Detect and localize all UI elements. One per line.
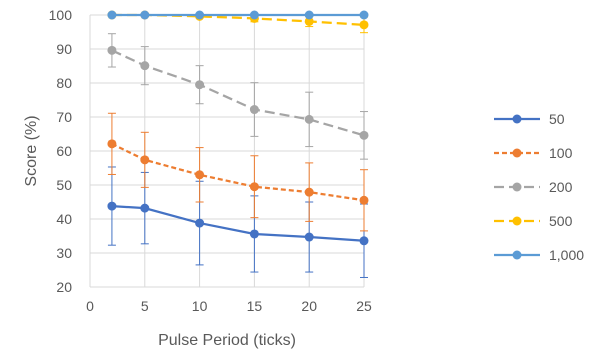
x-axis-ticks: 0 5 10 15 20 25 — [86, 298, 372, 314]
legend-marker — [512, 182, 522, 192]
data-point — [140, 10, 150, 20]
data-point — [249, 229, 259, 239]
data-point — [249, 10, 259, 20]
data-point — [249, 105, 259, 115]
data-point — [304, 232, 314, 242]
y-tick-label: 20 — [56, 279, 72, 295]
legend: 50 100 200 500 1,000 — [494, 111, 584, 263]
y-tick-label: 30 — [56, 245, 72, 261]
x-tick-label: 20 — [301, 298, 317, 314]
x-axis-title: Pulse Period (ticks) — [158, 332, 296, 349]
y-tick-label: 50 — [56, 177, 72, 193]
x-tick-label: 10 — [192, 298, 208, 314]
x-tick-label: 5 — [141, 298, 149, 314]
x-tick-label: 25 — [356, 298, 372, 314]
series-layer — [107, 10, 369, 278]
data-point — [140, 61, 150, 71]
data-point — [140, 155, 150, 165]
series-200 — [107, 33, 369, 160]
y-tick-label: 100 — [49, 7, 73, 23]
data-point — [359, 20, 369, 30]
data-point — [304, 10, 314, 20]
data-point — [304, 114, 314, 124]
x-tick-label: 15 — [247, 298, 263, 314]
legend-item: 200 — [494, 179, 573, 195]
data-point — [107, 45, 117, 55]
legend-marker — [512, 148, 522, 158]
data-point — [359, 10, 369, 20]
data-point — [304, 16, 314, 26]
legend-label: 100 — [549, 145, 573, 161]
legend-marker — [512, 250, 522, 260]
data-point — [359, 195, 369, 205]
legend-item: 1,000 — [494, 247, 584, 263]
data-point — [107, 139, 117, 149]
y-tick-label: 60 — [56, 143, 72, 159]
y-tick-label: 80 — [56, 75, 72, 91]
legend-label: 200 — [549, 179, 573, 195]
data-point — [195, 80, 205, 90]
data-point — [359, 236, 369, 246]
series-100 — [107, 112, 369, 232]
legend-marker — [512, 114, 522, 124]
y-axis-ticks: 20 30 40 50 60 70 80 90 100 — [49, 7, 73, 295]
data-point — [140, 203, 150, 213]
series-line — [111, 142, 365, 202]
y-tick-label: 90 — [56, 41, 72, 57]
data-point — [195, 170, 205, 180]
legend-marker — [512, 216, 522, 226]
legend-item: 50 — [494, 111, 565, 127]
y-axis-title: Score (%) — [23, 115, 40, 186]
data-point — [195, 218, 205, 228]
data-point — [359, 130, 369, 140]
data-point — [304, 187, 314, 197]
legend-label: 50 — [549, 111, 565, 127]
series-1000 — [107, 10, 369, 20]
legend-label: 1,000 — [549, 247, 584, 263]
legend-item: 100 — [494, 145, 573, 161]
legend-item: 500 — [494, 213, 573, 229]
data-point — [107, 201, 117, 211]
data-point — [107, 10, 117, 20]
y-tick-label: 40 — [56, 211, 72, 227]
series-line — [111, 49, 365, 137]
y-tick-label: 70 — [56, 109, 72, 125]
legend-label: 500 — [549, 213, 573, 229]
x-tick-label: 0 — [86, 298, 94, 314]
data-point — [195, 10, 205, 20]
series-line — [111, 204, 365, 242]
data-point — [249, 182, 259, 192]
gridlines — [89, 14, 365, 288]
series-line — [111, 13, 365, 26]
